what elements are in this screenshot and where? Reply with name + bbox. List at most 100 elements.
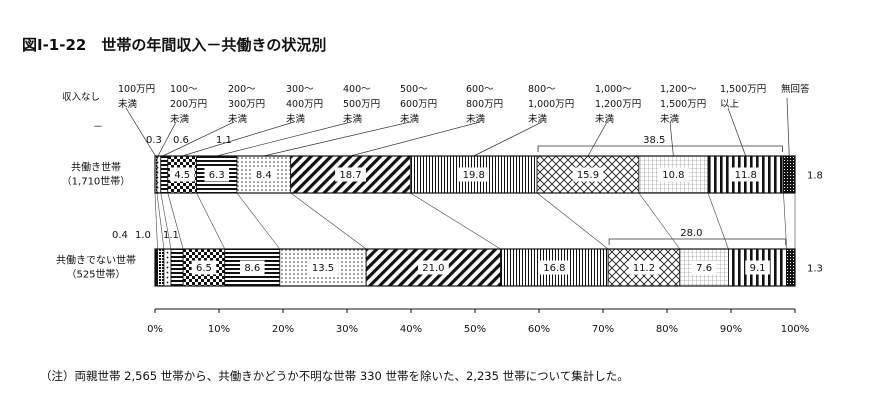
value-label: 10.8 xyxy=(662,170,684,181)
category-label: 400～ 500万円未満 xyxy=(343,84,380,125)
value-label: 6.3 xyxy=(209,170,225,181)
category-label-line: 収入なし xyxy=(62,91,100,103)
x-axis: 0% 10% 20% 30% 40% 50% 60% 70% 80% 90% 100% xyxy=(147,308,810,335)
category-label-line: 100～ xyxy=(170,84,198,95)
leader-line xyxy=(263,121,411,157)
category-label: 1,000～ 1,200万円未満 xyxy=(595,84,641,125)
connector-line xyxy=(638,192,681,250)
category-label-line: 未満 xyxy=(660,113,680,125)
value-label: 7.6 xyxy=(696,263,712,274)
category-label-line: 600万円 xyxy=(400,99,437,110)
category-label: 500～ 600万円未満 xyxy=(400,84,437,125)
category-label: 収入なし xyxy=(62,91,100,103)
leader-line xyxy=(350,121,481,157)
category-label: 100万円未満 xyxy=(118,84,155,110)
x-tick-label: 20% xyxy=(272,324,294,335)
value-label: － xyxy=(93,122,103,133)
leader-line xyxy=(125,107,156,157)
brackets: 38.5 28.0 xyxy=(537,135,787,245)
category-label-line: 未満 xyxy=(286,113,306,125)
value-label-bg xyxy=(458,167,490,182)
category-label-line: 1,500万円 xyxy=(720,84,766,95)
category-label-line: 1,200万円 xyxy=(595,99,641,110)
value-label-bg xyxy=(418,260,449,275)
category-label: 200～ 300万円未満 xyxy=(228,84,265,125)
value-label: 8.4 xyxy=(256,170,272,181)
value-label-bg xyxy=(204,167,230,182)
value-label-bg xyxy=(538,260,570,275)
value-label: 1.8 xyxy=(807,171,823,182)
category-label: 1,200～ 1,500万円未満 xyxy=(660,84,706,125)
category-label-line: 未満 xyxy=(343,113,363,125)
value-label: 11.2 xyxy=(633,263,655,274)
bracket-label: 28.0 xyxy=(680,228,702,239)
leader-line xyxy=(162,121,235,157)
value-label: 0.4 xyxy=(112,230,128,241)
x-tick-label: 60% xyxy=(528,324,550,335)
x-tick-label: 70% xyxy=(592,324,614,335)
chart-title: 図Ⅰ-1-22 世帯の年間収入－共働きの状況別 xyxy=(22,36,326,54)
value-label-bg xyxy=(191,260,217,275)
bar-segment xyxy=(783,155,796,194)
connector-line xyxy=(410,192,501,250)
value-label: 11.8 xyxy=(735,170,757,181)
leader-line xyxy=(216,121,352,157)
category-label-line: 200～ xyxy=(228,84,256,95)
category-label: 600～ 800万円未満 xyxy=(466,84,503,125)
value-label: 1.1 xyxy=(216,135,232,146)
leader-line xyxy=(587,121,608,157)
category-label-line: 800～ xyxy=(528,84,556,95)
category-label-line: 1,000～ xyxy=(595,84,632,95)
value-label: 6.5 xyxy=(196,263,212,274)
group-label-line: 共働きでない世帯 xyxy=(56,254,136,267)
value-label: 9.1 xyxy=(750,263,766,274)
leader-line xyxy=(669,121,674,157)
value-label-bg xyxy=(251,167,277,182)
value-labels: 4.5 6.3 8.4 18.7 19.8 15.9 10.8 11.8 1.8 6.5 8.6 13… xyxy=(93,122,823,275)
bracket-label: 38.5 xyxy=(643,135,665,146)
x-tick-label: 30% xyxy=(336,324,358,335)
connector-line xyxy=(160,192,172,250)
category-label-line: 500～ xyxy=(400,84,428,95)
value-label-bg xyxy=(335,167,366,182)
group-label: 共働きでない世帯（525世帯） xyxy=(56,254,136,281)
connector-line xyxy=(156,192,165,250)
category-label-line: 未満 xyxy=(118,98,138,110)
category-label-line: 未満 xyxy=(528,113,548,125)
category-label-line: 1,000万円 xyxy=(528,99,574,110)
x-tick-label: 90% xyxy=(720,324,742,335)
connector-line xyxy=(290,192,367,250)
connector-lines xyxy=(125,97,796,250)
bar-segment xyxy=(156,155,162,194)
value-label: 8.6 xyxy=(244,263,260,274)
group-label-line: （1,710世帯） xyxy=(62,175,131,188)
connector-line xyxy=(536,192,609,250)
bar-segment xyxy=(170,248,184,287)
group-labels: 共働き世帯（1,710世帯） 共働きでない世帯（525世帯） xyxy=(56,161,136,281)
x-tick-label: 80% xyxy=(656,324,678,335)
category-label-line: 400～ xyxy=(343,84,371,95)
connector-line xyxy=(236,192,281,250)
x-tick-label: 100% xyxy=(781,324,810,335)
x-tick-label: 0% xyxy=(147,324,163,335)
category-label: 100～ 200万円未満 xyxy=(170,84,207,125)
value-label: 19.8 xyxy=(463,170,485,181)
bar-segment xyxy=(786,248,796,287)
leader-line xyxy=(157,121,177,157)
connector-line xyxy=(154,192,158,250)
group-label-line: （525世帯） xyxy=(66,268,125,281)
category-label-line: 1,500万円 xyxy=(660,99,706,110)
value-label: 18.7 xyxy=(339,170,361,181)
category-label-line: 500万円 xyxy=(343,99,380,110)
leader-line xyxy=(182,121,295,157)
category-label-line: 400万円 xyxy=(286,99,323,110)
connector-line xyxy=(707,192,729,250)
value-label: 1.0 xyxy=(135,230,151,241)
bar-segment xyxy=(157,248,165,287)
footnote: （注）両親世帯 2,565 世帯から、共働きかどうか不明な世帯 330 世帯を除… xyxy=(40,369,629,383)
category-label-line: 未満 xyxy=(228,113,248,125)
category-label: 無回答 xyxy=(781,83,810,95)
connector-line xyxy=(783,192,787,250)
